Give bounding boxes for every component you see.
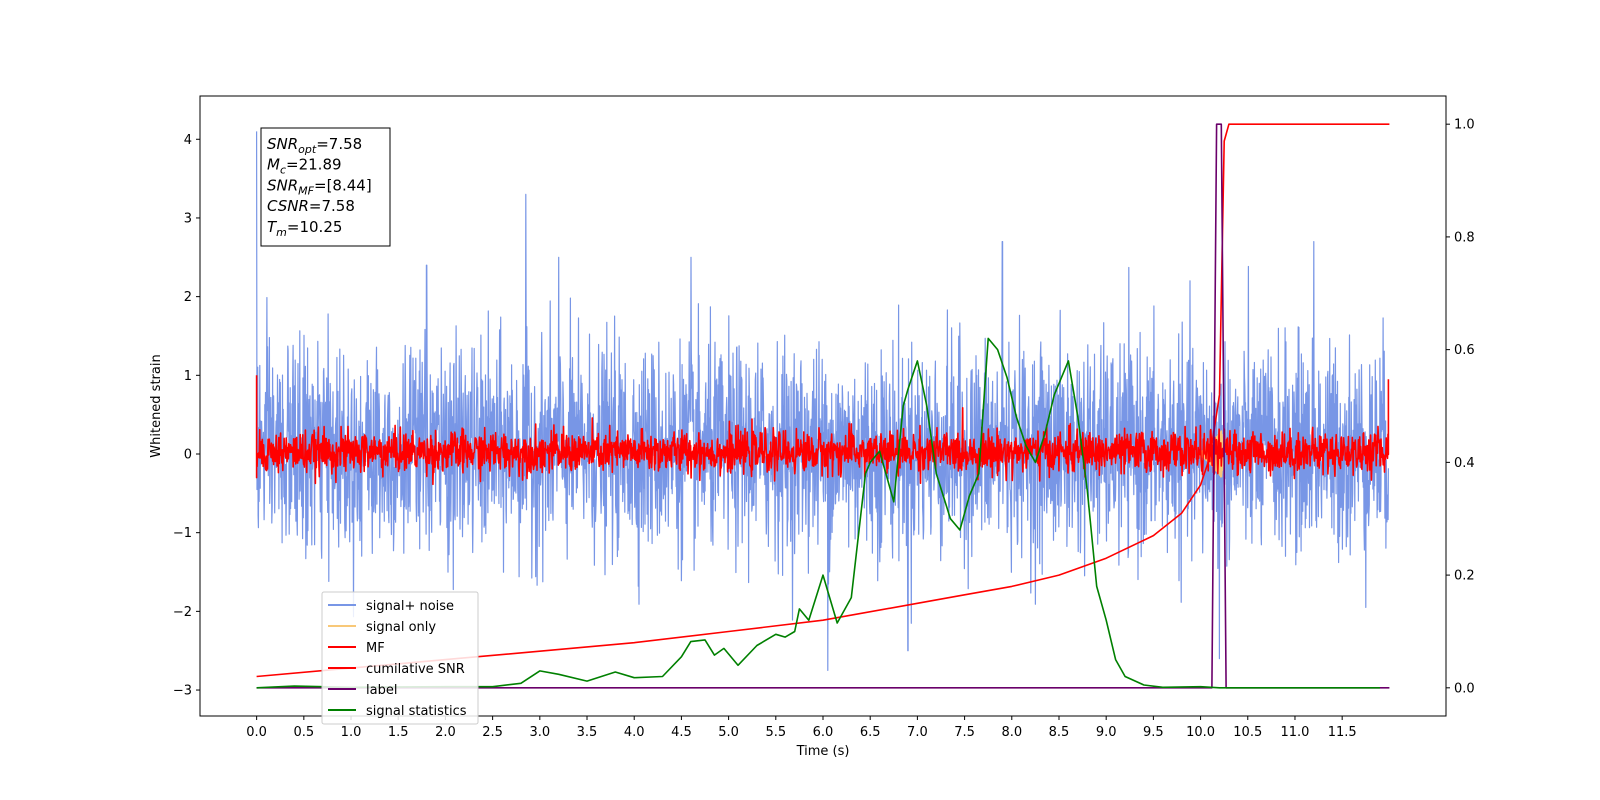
x-tick-label: 2.5 bbox=[482, 725, 503, 740]
x-tick-label: 2.0 bbox=[435, 725, 456, 740]
annotation-line: Mc=21.89 bbox=[267, 156, 342, 177]
y-tick-label: 4 bbox=[184, 133, 192, 148]
y-right-tick-label: 0.2 bbox=[1454, 569, 1475, 584]
x-tick-label: 5.5 bbox=[765, 725, 786, 740]
x-tick-label: 5.0 bbox=[718, 725, 739, 740]
legend-label: signal statistics bbox=[366, 704, 467, 719]
y-right-tick-label: 1.0 bbox=[1454, 118, 1475, 133]
x-tick-label: 3.5 bbox=[577, 725, 598, 740]
series-line bbox=[256, 123, 1390, 678]
legend-label: signal only bbox=[366, 620, 436, 635]
x-tick-label: 4.0 bbox=[624, 725, 645, 740]
y-tick-label: −1 bbox=[173, 526, 192, 541]
annotation-line: CSNR=7.58 bbox=[267, 197, 355, 215]
x-tick-label: 4.5 bbox=[671, 725, 692, 740]
x-tick-label: 8.5 bbox=[1049, 725, 1070, 740]
x-tick-label: 6.0 bbox=[813, 725, 834, 740]
annotation-line: SNRMF=[8.44] bbox=[267, 176, 372, 197]
series-mf bbox=[255, 375, 1390, 486]
x-tick-label: 3.0 bbox=[529, 725, 550, 740]
annotation-frame bbox=[260, 127, 391, 247]
x-tick-label: 7.5 bbox=[954, 725, 975, 740]
x-tick-label: 6.5 bbox=[860, 725, 881, 740]
annotation-line: Tm=10.25 bbox=[267, 218, 342, 239]
x-tick-label: 9.0 bbox=[1096, 725, 1117, 740]
y-axis-left: −3 −2 −1 0 1 2 3 4 bbox=[173, 133, 200, 699]
y-axis-label: Whitened strain bbox=[149, 354, 164, 457]
legend-label: label bbox=[366, 683, 397, 698]
y-axis-right: 0.0 0.2 0.4 0.6 0.8 1.0 bbox=[1446, 118, 1475, 696]
series-line bbox=[256, 337, 1380, 689]
series-layer bbox=[255, 123, 1390, 689]
x-tick-label: 11.0 bbox=[1280, 725, 1309, 740]
legend-label: signal+ noise bbox=[366, 599, 454, 614]
legend-frame bbox=[321, 591, 479, 725]
y-tick-label: 0 bbox=[184, 447, 192, 462]
annotation-line: SNRopt=7.58 bbox=[267, 135, 362, 156]
y-right-tick-label: 0.0 bbox=[1454, 681, 1475, 696]
x-tick-label: 0.0 bbox=[246, 725, 267, 740]
series-cumilative-snr bbox=[256, 123, 1390, 678]
x-tick-label: 10.0 bbox=[1186, 725, 1215, 740]
legend: signal+ noise signal only MF cumilative SNR… bbox=[321, 591, 479, 725]
x-tick-label: 7.0 bbox=[907, 725, 928, 740]
series-line bbox=[255, 375, 1390, 486]
x-tick-label: 9.5 bbox=[1143, 725, 1164, 740]
x-tick-label: 0.5 bbox=[293, 725, 314, 740]
x-tick-label: 1.0 bbox=[341, 725, 362, 740]
y-right-tick-label: 0.6 bbox=[1454, 343, 1475, 358]
legend-label: cumilative SNR bbox=[366, 662, 465, 677]
x-tick-label: 1.5 bbox=[388, 725, 409, 740]
x-tick-label: 11.5 bbox=[1328, 725, 1357, 740]
annotation-box: SNRopt=7.58Mc=21.89SNRMF=[8.44]CSNR=7.58… bbox=[260, 127, 391, 247]
y-right-tick-label: 0.4 bbox=[1454, 456, 1475, 471]
legend-label: MF bbox=[366, 641, 385, 656]
y-tick-label: −2 bbox=[173, 605, 192, 620]
x-tick-label: 8.0 bbox=[1001, 725, 1022, 740]
y-tick-label: −3 bbox=[173, 684, 192, 699]
y-tick-label: 1 bbox=[184, 369, 192, 384]
y-tick-label: 2 bbox=[184, 290, 192, 305]
y-right-tick-label: 0.8 bbox=[1454, 230, 1475, 245]
series-signal-statistics bbox=[256, 337, 1380, 689]
x-axis-label: Time (s) bbox=[796, 744, 850, 759]
y-tick-label: 3 bbox=[184, 211, 192, 226]
x-tick-label: 10.5 bbox=[1233, 725, 1262, 740]
x-axis: 0.0 0.5 1.0 1.5 2.0 2.5 3.0 3.5 4.0 4.5 5.0 5.5 6.0 6… bbox=[246, 716, 1357, 740]
